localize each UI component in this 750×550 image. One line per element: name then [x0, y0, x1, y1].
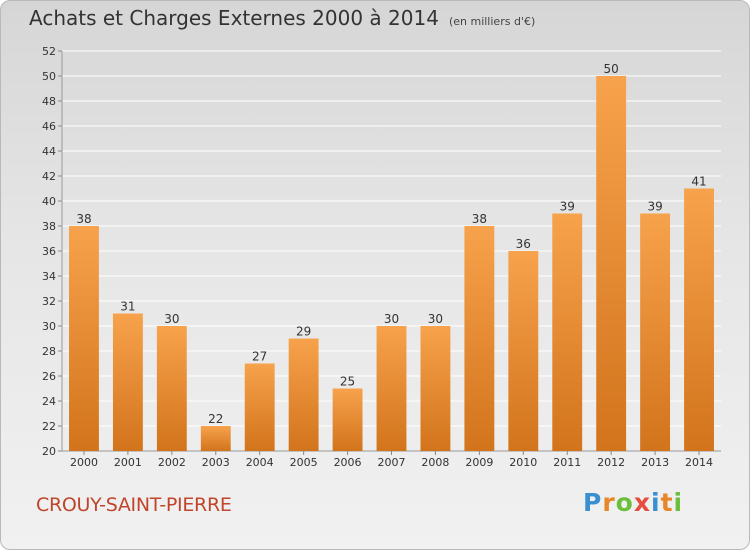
data-label: 25 [340, 375, 355, 389]
x-tick-label: 2002 [158, 456, 186, 469]
bar [508, 251, 539, 451]
x-tick-label: 2000 [70, 456, 98, 469]
data-label: 50 [604, 62, 619, 76]
x-tick-label: 2006 [334, 456, 362, 469]
x-tick-label: 2004 [246, 456, 274, 469]
logo-letter: P [583, 488, 603, 517]
y-tick-label: 32 [42, 295, 56, 308]
bars [69, 76, 714, 451]
bar [420, 326, 451, 451]
bar [552, 213, 583, 451]
x-tick-label: 2005 [290, 456, 318, 469]
bar [684, 188, 714, 451]
logo-letter: x [633, 488, 651, 517]
data-label: 39 [647, 200, 662, 214]
y-tick-label: 44 [42, 145, 56, 158]
x-tick-label: 2012 [597, 456, 625, 469]
data-label: 38 [472, 212, 487, 226]
logo-letter: r [602, 488, 616, 517]
x-tick-label: 2010 [509, 456, 537, 469]
commune-name: CROUY-SAINT-PIERRE [36, 494, 232, 516]
y-tick-label: 34 [42, 270, 56, 283]
y-tick-label: 24 [42, 395, 56, 408]
y-tick-label: 28 [42, 345, 56, 358]
bar [640, 213, 671, 451]
bar [596, 76, 627, 451]
data-label: 29 [296, 325, 311, 339]
proxiti-logo: Proxiti [583, 488, 683, 517]
y-tick-label: 52 [42, 45, 56, 58]
data-label: 22 [208, 412, 223, 426]
x-tick-label: 2013 [641, 456, 669, 469]
data-label: 36 [516, 237, 531, 251]
bar [376, 326, 407, 451]
y-tick-label: 26 [42, 370, 56, 383]
chart-subtitle: (en milliers d'€) [448, 15, 536, 28]
x-tick-label: 2008 [421, 456, 449, 469]
logo-letter: i [651, 488, 661, 517]
y-tick-label: 42 [42, 170, 56, 183]
chart-title-text: Achats et Charges Externes 2000 à 2014 [29, 6, 439, 30]
data-label: 41 [691, 175, 706, 189]
chart-title: Achats et Charges Externes 2000 à 2014 (e… [29, 6, 535, 30]
y-tick-label: 36 [42, 245, 56, 258]
x-tick-label: 2009 [465, 456, 493, 469]
logo-letter: i [673, 488, 684, 517]
logo-letter: t [660, 488, 674, 517]
bar [69, 226, 99, 451]
y-tick-label: 30 [42, 320, 56, 333]
x-tick-label: 2014 [685, 456, 713, 469]
y-tick-label: 50 [42, 70, 56, 83]
y-tick-label: 48 [42, 95, 56, 108]
data-label: 39 [560, 200, 575, 214]
bar [244, 363, 275, 451]
data-label: 30 [428, 312, 443, 326]
data-label: 30 [384, 312, 399, 326]
bar [112, 313, 143, 451]
x-tick-label: 2003 [202, 456, 230, 469]
bar [288, 338, 319, 451]
data-label: 27 [252, 350, 267, 364]
y-tick-label: 46 [42, 120, 56, 133]
logo-letter: o [615, 488, 634, 517]
bar [200, 426, 231, 451]
y-tick-label: 20 [42, 445, 56, 458]
bar [332, 388, 363, 451]
bar [156, 326, 187, 451]
data-labels: 38 31 30 22 27 29 25 30 30 38 36 39 50 39 41 [76, 62, 706, 426]
x-tick-label: 2011 [553, 456, 581, 469]
x-tick-label: 2007 [378, 456, 406, 469]
y-tick-label: 22 [42, 420, 56, 433]
x-tick-label: 2001 [114, 456, 142, 469]
y-tick-label: 40 [42, 195, 56, 208]
data-label: 30 [164, 312, 179, 326]
bar [464, 226, 495, 451]
y-tick-label: 38 [42, 220, 56, 233]
data-label: 38 [76, 212, 91, 226]
data-label: 31 [120, 300, 135, 314]
